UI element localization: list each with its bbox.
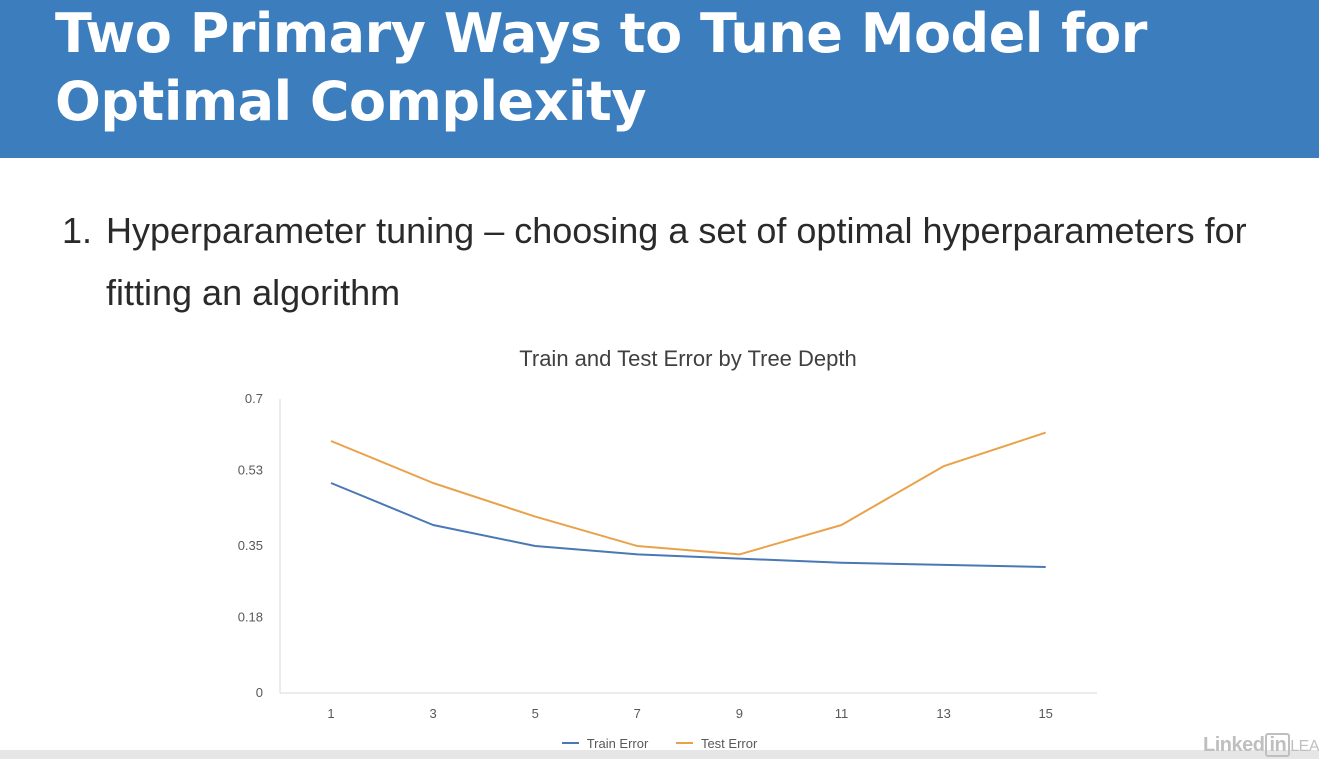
y-tick-label: 0.35 bbox=[238, 538, 263, 553]
legend-label-train: Train Error bbox=[586, 735, 649, 751]
title-banner: Two Primary Ways to Tune Model for Optim… bbox=[0, 0, 1319, 158]
watermark-in-logo: in bbox=[1265, 733, 1291, 757]
legend: Train Error Test Error bbox=[0, 732, 1319, 751]
legend-item-train: Train Error bbox=[561, 735, 649, 751]
bullet-number: 1. bbox=[62, 210, 93, 251]
watermark-brand: Linked bbox=[1203, 734, 1265, 756]
y-tick-label: 0.18 bbox=[238, 609, 263, 624]
x-tick-label: 15 bbox=[1038, 706, 1052, 721]
y-tick-label: 0 bbox=[256, 685, 263, 700]
legend-swatch-test bbox=[675, 742, 693, 744]
legend-swatch-train bbox=[561, 742, 579, 744]
legend-item-test: Test Error bbox=[675, 735, 758, 751]
bullet-text: Hyperparameter tuning – choosing a set o… bbox=[106, 210, 1247, 313]
series-line-test-error bbox=[330, 431, 1047, 556]
x-tick-label: 9 bbox=[736, 706, 743, 721]
x-tick-labels: 1 3 5 7 9 11 13 15 bbox=[327, 706, 1053, 721]
y-tick-label: 0.7 bbox=[245, 391, 263, 406]
watermark-suffix: LEA bbox=[1290, 738, 1319, 755]
x-tick-label: 13 bbox=[936, 706, 950, 721]
x-tick-label: 11 bbox=[835, 706, 849, 721]
linkedin-learning-watermark: Linked in LEA bbox=[1203, 733, 1319, 757]
legend-label-test: Test Error bbox=[700, 735, 758, 751]
x-tick-label: 3 bbox=[429, 706, 436, 721]
x-tick-label: 1 bbox=[327, 706, 334, 721]
chart-title: Train and Test Error by Tree Depth bbox=[519, 346, 857, 371]
y-tick-labels: 0 0.18 0.35 0.53 0.7 bbox=[238, 391, 263, 700]
series-line-train-error bbox=[330, 482, 1046, 568]
x-tick-label: 5 bbox=[532, 706, 539, 721]
y-tick-label: 0.53 bbox=[238, 462, 263, 477]
x-tick-label: 7 bbox=[634, 706, 641, 721]
series-lines bbox=[330, 431, 1047, 568]
slide-title: Two Primary Ways to Tune Model for Optim… bbox=[55, 2, 1147, 133]
video-bottom-strip bbox=[0, 750, 1319, 759]
